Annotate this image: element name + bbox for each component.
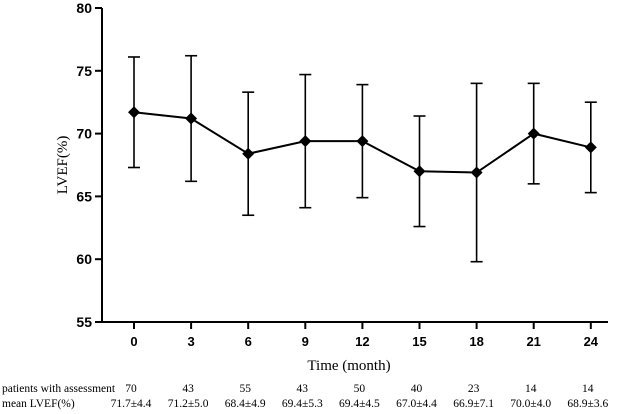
table-row-label-mean-lvef: mean LVEF(%) [2, 398, 75, 410]
x-tick-label: 15 [412, 334, 426, 349]
data-point [470, 166, 483, 179]
table-cell-mean-lvef: 68.9±3.6 [567, 398, 608, 410]
table-cell-patients: 55 [239, 383, 251, 395]
y-axis-label: LVEF(%) [55, 136, 71, 195]
table-cell-mean-lvef: 69.4±5.3 [282, 398, 323, 410]
table-cell-patients: 23 [468, 383, 480, 395]
table-cell-patients: 14 [582, 383, 594, 395]
data-markers [128, 106, 597, 179]
y-tick-label: 70 [76, 126, 92, 142]
axes [101, 8, 608, 323]
data-point [356, 135, 369, 148]
table-cell-patients: 43 [182, 383, 194, 395]
y-ticks: 55 60 65 70 75 80 [76, 0, 102, 330]
data-point [128, 106, 140, 119]
y-tick-label: 75 [76, 63, 92, 79]
table-cell-mean-lvef: 71.2±5.0 [168, 398, 209, 410]
data-point [242, 147, 255, 160]
data-point [527, 127, 540, 140]
error-bars [128, 54, 597, 263]
data-point [185, 112, 198, 125]
x-tick-label: 6 [245, 334, 252, 349]
x-ticks: 0 3 6 9 12 15 18 21 24 [130, 322, 599, 349]
table-cell-mean-lvef: 68.4±4.9 [225, 398, 266, 410]
x-tick-label: 12 [355, 334, 369, 349]
table-cell-patients: 43 [297, 383, 309, 395]
table-cell-mean-lvef: 67.0±4.4 [396, 398, 437, 410]
x-tick-label: 3 [187, 334, 194, 349]
x-axis-label: Time (month) [307, 358, 390, 374]
data-point [413, 165, 426, 178]
y-tick-label: 65 [76, 188, 92, 204]
table-cell-patients: 40 [411, 383, 423, 395]
data-point [584, 141, 597, 154]
y-tick-label: 55 [76, 314, 92, 330]
table-cell-mean-lvef: 69.4±4.5 [339, 398, 380, 410]
data-point [299, 135, 312, 148]
y-tick-label: 60 [76, 251, 92, 267]
table-cell-mean-lvef: 71.7±4.4 [111, 398, 152, 410]
x-tick-label: 18 [469, 334, 483, 349]
x-tick-label: 21 [526, 334, 540, 349]
table-cell-patients: 70 [125, 383, 137, 395]
x-tick-label: 0 [130, 334, 137, 349]
table-cell-patients: 14 [525, 383, 537, 395]
table-cell-mean-lvef: 66.9±7.1 [453, 398, 494, 410]
table-cell-mean-lvef: 70.0±4.0 [510, 398, 551, 410]
x-tick-label: 24 [584, 334, 599, 349]
table-row-label-patients: patients with assessment [2, 383, 116, 395]
data-table: patients with assessment mean LVEF(%) 70… [2, 383, 608, 410]
x-tick-label: 9 [302, 334, 309, 349]
y-tick-label: 80 [76, 0, 92, 16]
table-cell-patients: 50 [354, 383, 366, 395]
